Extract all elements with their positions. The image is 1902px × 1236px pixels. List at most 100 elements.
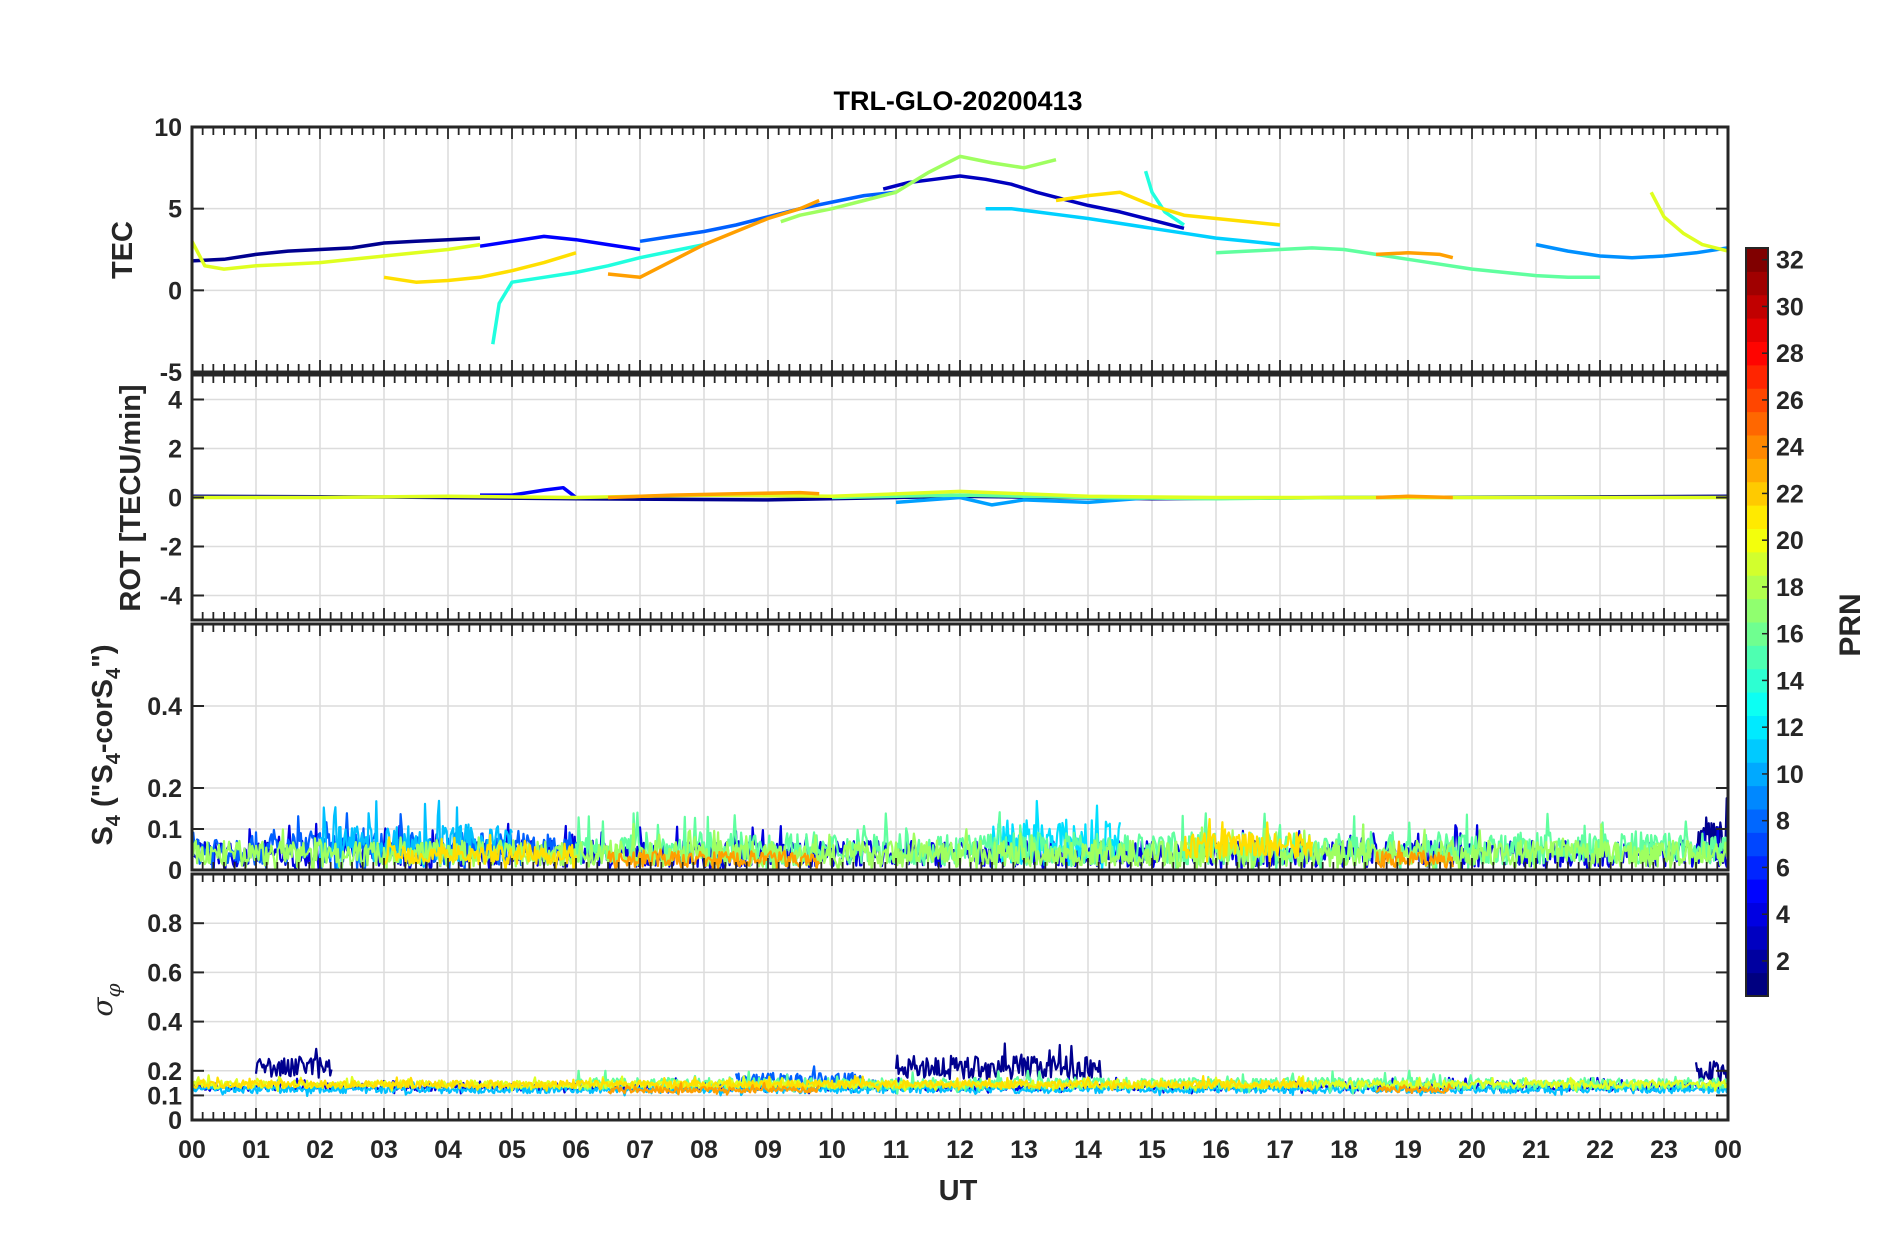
series-line bbox=[1375, 494, 1453, 500]
panel-rot: -4 -2 0 2 4 bbox=[160, 373, 1730, 622]
x-tick-label: 00 bbox=[178, 1136, 206, 1164]
series-noise bbox=[606, 848, 821, 870]
x-tick-label: 21 bbox=[1522, 1136, 1550, 1164]
x-tick-label: 15 bbox=[1138, 1136, 1166, 1164]
x-tick-label: 17 bbox=[1266, 1136, 1294, 1164]
x-tick-label: 01 bbox=[242, 1136, 270, 1164]
colorbar-tick-label: 22 bbox=[1776, 480, 1804, 508]
rot-ylabel: ROT [TECU/min] bbox=[115, 384, 147, 611]
x-tick-label: 13 bbox=[1010, 1136, 1038, 1164]
colorbar-tick-label: 24 bbox=[1776, 434, 1804, 462]
sigma-ylabel: σφ bbox=[86, 983, 125, 1016]
axis-minor-ticks bbox=[191, 624, 1729, 871]
colorbar-segment bbox=[1746, 738, 1768, 763]
colorbar-segment bbox=[1746, 481, 1768, 506]
colorbar-segment bbox=[1746, 271, 1768, 296]
series-line bbox=[895, 495, 1153, 507]
colorbar-segment bbox=[1746, 879, 1768, 903]
x-tick-label: 16 bbox=[1202, 1136, 1230, 1164]
colorbar-tick-label: 8 bbox=[1776, 808, 1790, 836]
x-tick-label: 06 bbox=[562, 1136, 590, 1164]
chart-title: TRL-GLO-20200413 bbox=[833, 86, 1082, 116]
series-noise bbox=[192, 1074, 1314, 1092]
y-tick-label: 2 bbox=[168, 436, 182, 464]
series-line bbox=[780, 154, 1057, 224]
x-tick-label: 22 bbox=[1586, 1136, 1614, 1164]
y-tick-label: 0.2 bbox=[147, 1058, 182, 1086]
series-line bbox=[491, 242, 705, 345]
y-tick-label: -4 bbox=[160, 583, 182, 611]
colorbar-tick-label: 28 bbox=[1776, 340, 1804, 368]
svg-text:S4 ("S4-corS4"): S4 ("S4-corS4") bbox=[87, 644, 125, 845]
series-line bbox=[192, 489, 1728, 500]
axis-minor-ticks bbox=[191, 126, 1729, 373]
tec-data bbox=[192, 154, 1728, 345]
x-tick-label: 20 bbox=[1458, 1136, 1486, 1164]
x-tick-label: 08 bbox=[690, 1136, 718, 1164]
series-line bbox=[985, 206, 1281, 247]
y-tick-label: -2 bbox=[160, 534, 182, 562]
x-tick-label: 05 bbox=[498, 1136, 526, 1164]
y-tick-label: -5 bbox=[160, 359, 182, 387]
axis-minor-ticks bbox=[191, 874, 1729, 1121]
colorbar-tick-label: 4 bbox=[1776, 901, 1790, 929]
y-tick-label: 0.4 bbox=[147, 1009, 182, 1037]
colorbar-segment bbox=[1746, 809, 1768, 833]
x-tick-label: 11 bbox=[883, 1136, 910, 1164]
panel-s4: 0 0.1 0.2 0.4 bbox=[147, 622, 1730, 885]
s4-ylabel: S4 ("S4-corS4") bbox=[87, 644, 125, 845]
colorbar-segment bbox=[1746, 692, 1768, 716]
y-tick-label: 0 bbox=[168, 1107, 182, 1135]
series-line bbox=[383, 251, 577, 284]
colorbar-segment bbox=[1746, 458, 1768, 483]
colorbar-segment bbox=[1746, 528, 1768, 553]
colorbar-tick-label: 20 bbox=[1776, 527, 1804, 555]
colorbar-segment bbox=[1746, 668, 1768, 693]
series-line bbox=[1215, 246, 1600, 280]
y-tick-label: 0.1 bbox=[147, 816, 182, 844]
panel-tec: -5 0 5 10 bbox=[154, 114, 1730, 387]
colorbar-tick-label: 12 bbox=[1776, 714, 1804, 742]
colorbar-tick-label: 18 bbox=[1776, 574, 1804, 602]
y-tick-label: 0.6 bbox=[147, 959, 182, 987]
y-tick-label: 10 bbox=[154, 114, 182, 142]
series-line bbox=[1055, 190, 1281, 227]
y-tick-label: 0 bbox=[168, 857, 182, 885]
colorbar-segment bbox=[1746, 341, 1768, 366]
x-tick-label: 18 bbox=[1330, 1136, 1358, 1164]
series-line bbox=[1375, 251, 1454, 260]
rot-data bbox=[192, 485, 1728, 507]
y-tick-label: 0 bbox=[168, 485, 182, 513]
x-tick-label: 14 bbox=[1074, 1136, 1102, 1164]
y-tick-label: 4 bbox=[168, 387, 182, 415]
colorbar-segment bbox=[1746, 318, 1768, 342]
series-noise bbox=[1375, 1083, 1454, 1095]
colorbar-segment bbox=[1746, 715, 1768, 740]
x-tick-label: 12 bbox=[946, 1136, 974, 1164]
colorbar-segment bbox=[1746, 294, 1768, 319]
colorbar-tick-label: 16 bbox=[1776, 621, 1804, 649]
series-line bbox=[1535, 242, 1728, 260]
x-tick-label: 19 bbox=[1394, 1136, 1422, 1164]
colorbar-segment bbox=[1746, 598, 1768, 623]
series-noise bbox=[383, 833, 578, 870]
x-tick-label: 10 bbox=[818, 1136, 846, 1164]
series-line bbox=[479, 234, 641, 252]
colorbar-segment bbox=[1746, 949, 1768, 974]
colorbar-tick-label: 26 bbox=[1776, 387, 1804, 415]
colorbar-segment bbox=[1746, 925, 1768, 950]
y-tick-label: 0.8 bbox=[147, 910, 182, 938]
x-tick-label: 03 bbox=[370, 1136, 398, 1164]
colorbar-segment bbox=[1746, 411, 1768, 436]
colorbar-tick-label: 30 bbox=[1776, 293, 1804, 321]
colorbar-frame bbox=[1745, 247, 1769, 997]
colorbar-tick-label: 6 bbox=[1776, 854, 1790, 882]
x-axis-label: UT bbox=[939, 1175, 978, 1207]
svg-text:σφ: σφ bbox=[86, 983, 125, 1016]
x-tick-label: 23 bbox=[1650, 1136, 1678, 1164]
panel-sigma: 00.10.2 0.4 0.6 0.8 bbox=[147, 872, 1730, 1135]
colorbar-segment bbox=[1746, 832, 1768, 857]
series-line bbox=[1649, 191, 1728, 253]
series-noise bbox=[607, 1081, 820, 1096]
